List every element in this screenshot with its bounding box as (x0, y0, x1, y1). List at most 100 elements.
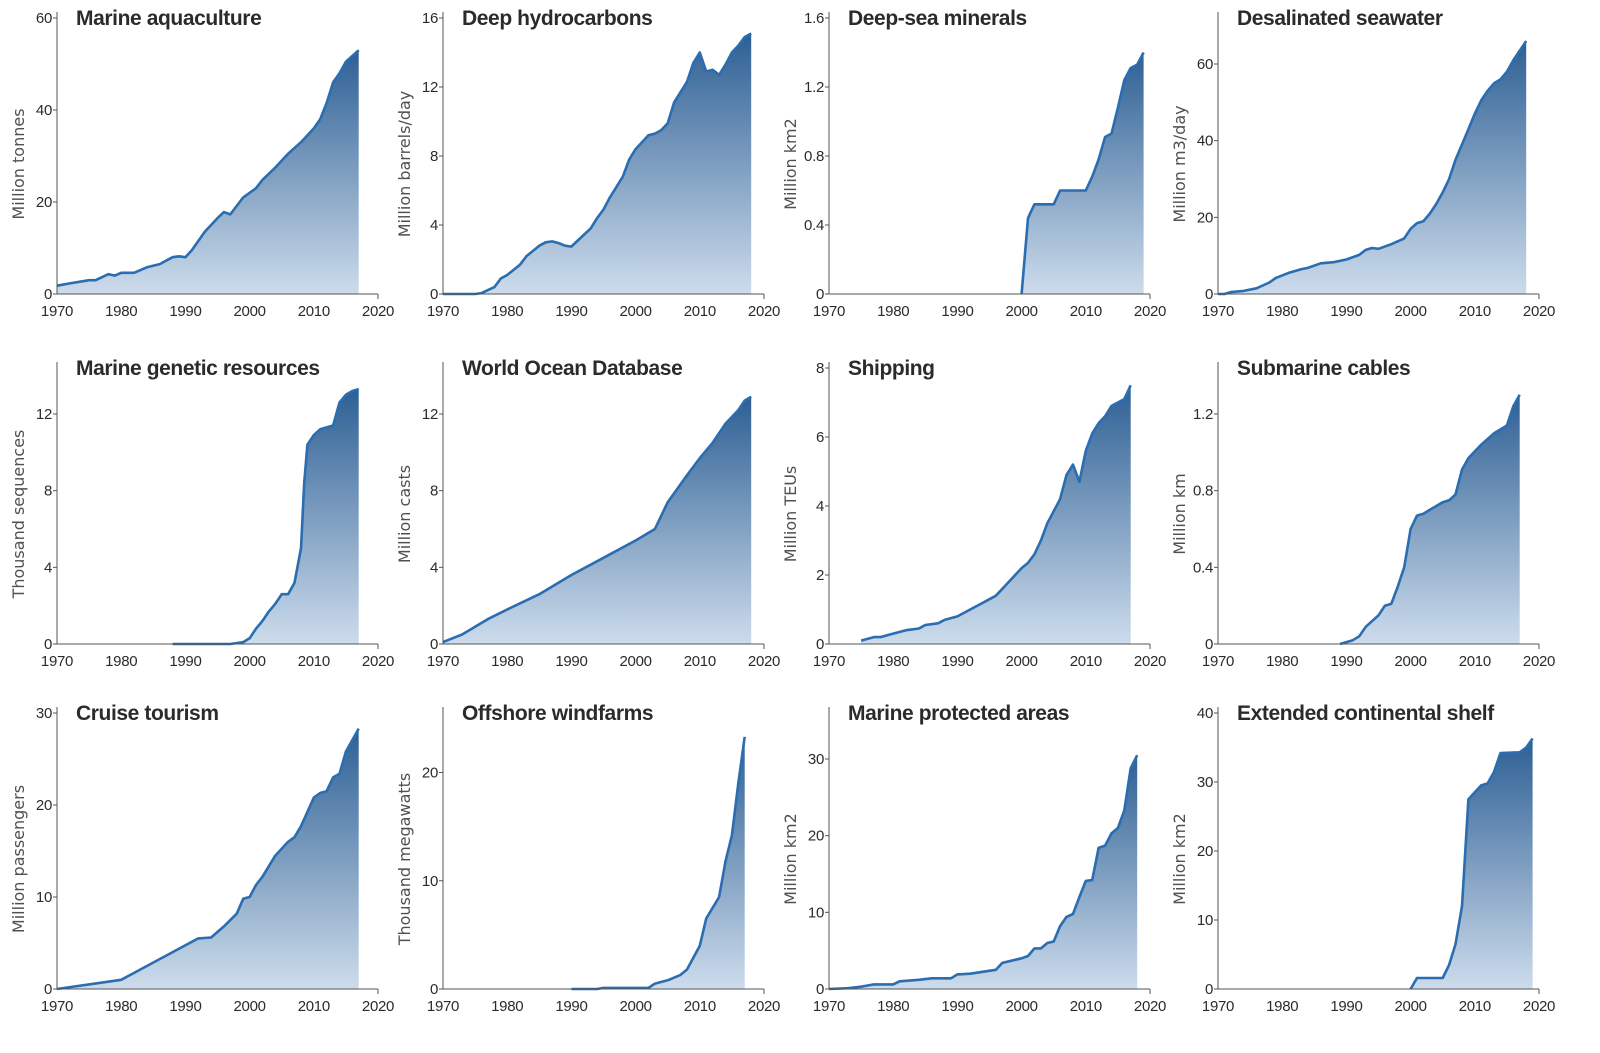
x-tick-label: 1970 (427, 303, 459, 320)
x-tick-label: 1990 (169, 653, 201, 670)
y-tick-label: 20 (808, 828, 824, 845)
y-tick-label: 0 (1205, 981, 1213, 998)
series-line (1218, 40, 1528, 296)
chart-title: Extended continental shelf (1237, 702, 1495, 725)
y-axis-label: Thousand sequences (9, 430, 28, 600)
y-tick-label: 4 (430, 217, 438, 234)
x-tick-label: 2000 (1006, 998, 1038, 1015)
area-fill (57, 728, 359, 989)
y-tick-label: 12 (422, 79, 438, 96)
x-tick-label: 1980 (877, 653, 909, 670)
series-line (828, 754, 1139, 991)
chart-title: Deep hydrocarbons (462, 7, 652, 30)
y-tick-label: 0 (430, 286, 438, 303)
chart-panel-marine-genetic-resources: 0 4 8 12 1970 1980 1990 2000 2010 2020 Marine gene… (0, 350, 394, 695)
x-tick-label: 2020 (748, 303, 780, 320)
x-tick-label: 1980 (1266, 303, 1298, 320)
chart-deep-sea-minerals: 0 0.4 0.8 1.2 1.6 1970 1980 1990 2000 2010 2020 Dee… (781, 7, 1166, 320)
area-fill (172, 389, 359, 644)
chart-cruise-tourism: 0 10 20 30 1970 1980 1990 2000 2010 2020 Cruise to… (9, 702, 394, 1015)
y-tick-label: 10 (422, 873, 438, 890)
x-tick-label: 1980 (491, 303, 523, 320)
x-tick-label: 1970 (41, 653, 73, 670)
x-tick-label: 1990 (1330, 303, 1362, 320)
area-fill (861, 385, 1131, 644)
y-axis-label: Million km (1170, 473, 1189, 554)
series-line (1339, 394, 1521, 646)
chart-shipping: 0 2 4 6 8 1970 1980 1990 2000 2010 2020 Shipping Mil… (781, 357, 1166, 670)
y-tick-label: 0.4 (804, 217, 824, 234)
y-tick-label: 12 (422, 406, 438, 423)
y-tick-label: 0 (44, 636, 52, 653)
x-tick-label: 1990 (555, 653, 587, 670)
chart-title: Cruise tourism (76, 702, 219, 725)
chart-title: Marine aquaculture (76, 7, 261, 30)
x-tick-label: 2020 (748, 998, 780, 1015)
chart-panel-deep-hydrocarbons: 0 4 8 12 16 1970 1980 1990 2000 2010 2020 Deep hydr… (386, 0, 780, 345)
y-axis-label: Million km2 (781, 813, 800, 905)
x-tick-label: 1990 (169, 998, 201, 1015)
chart-deep-hydrocarbons: 0 4 8 12 16 1970 1980 1990 2000 2010 2020 Deep hydr… (395, 7, 780, 320)
series-line (860, 384, 1132, 642)
y-tick-label: 0.8 (1193, 483, 1213, 500)
y-axis-label: Million tonnes (9, 108, 28, 219)
x-tick-label: 2010 (684, 303, 716, 320)
x-tick-label: 1990 (555, 303, 587, 320)
chart-extended-continental-shelf: 0 10 20 30 40 1970 1980 1990 2000 2010 2020 Extende… (1170, 702, 1555, 1015)
x-tick-label: 2020 (362, 998, 394, 1015)
x-tick-label: 1990 (941, 998, 973, 1015)
y-tick-label: 20 (36, 797, 52, 814)
y-tick-label: 4 (816, 498, 824, 515)
x-tick-label: 2000 (620, 998, 652, 1015)
chart-marine-genetic-resources: 0 4 8 12 1970 1980 1990 2000 2010 2020 Marine gene… (9, 357, 394, 670)
y-tick-label: 10 (808, 904, 824, 921)
y-axis-label: Million casts (395, 465, 414, 563)
series-line (1020, 51, 1145, 295)
y-axis-label: Million km2 (1170, 813, 1189, 905)
y-tick-label: 10 (1197, 912, 1213, 929)
series-line (443, 32, 752, 296)
y-axis-label: Million TEUs (781, 466, 800, 563)
x-tick-label: 1970 (1202, 998, 1234, 1015)
area-fill (1410, 738, 1533, 989)
y-tick-label: 40 (1197, 133, 1213, 150)
y-tick-label: 0 (816, 981, 824, 998)
y-tick-label: 0 (44, 981, 52, 998)
chart-panel-submarine-cables: 0 0.4 0.8 1.2 1970 1980 1990 2000 2010 2020 Submar… (1161, 350, 1555, 695)
x-tick-label: 1970 (1202, 303, 1234, 320)
x-tick-label: 2020 (748, 653, 780, 670)
x-tick-label: 2010 (298, 998, 330, 1015)
x-tick-label: 1980 (1266, 653, 1298, 670)
y-tick-label: 30 (36, 705, 52, 722)
x-tick-label: 2020 (1134, 653, 1166, 670)
chart-marine-aquaculture: 0 20 40 60 1970 1980 1990 2000 2010 2020 Marine aq… (9, 7, 394, 320)
chart-panel-desalinated-seawater: 0 20 40 60 1970 1980 1990 2000 2010 2020 Desalinat… (1161, 0, 1555, 345)
x-tick-label: 1970 (813, 303, 845, 320)
y-tick-label: 0 (430, 636, 438, 653)
x-tick-label: 2000 (620, 653, 652, 670)
x-tick-label: 1980 (105, 653, 137, 670)
x-tick-label: 2000 (234, 653, 266, 670)
x-tick-label: 2020 (362, 653, 394, 670)
area-fill (443, 33, 752, 294)
y-tick-label: 20 (1197, 209, 1213, 226)
chart-title: Shipping (848, 357, 935, 380)
y-tick-label: 0 (1205, 636, 1213, 653)
x-tick-label: 2000 (1395, 653, 1427, 670)
chart-panel-offshore-windfarms: 0 10 20 1970 1980 1990 2000 2010 2020 Offshore wi… (386, 695, 780, 1040)
y-tick-label: 1.6 (804, 10, 824, 27)
y-tick-label: 10 (36, 889, 52, 906)
x-tick-label: 2010 (684, 653, 716, 670)
x-tick-label: 1970 (813, 998, 845, 1015)
chart-title: Offshore windfarms (462, 702, 653, 725)
area-fill (443, 396, 752, 644)
x-tick-label: 2010 (1459, 653, 1491, 670)
series-line (1409, 737, 1534, 990)
y-tick-label: 12 (36, 406, 52, 423)
y-tick-label: 4 (430, 559, 438, 576)
x-tick-label: 1980 (491, 998, 523, 1015)
y-tick-label: 0 (816, 636, 824, 653)
chart-title: Deep-sea minerals (848, 7, 1027, 30)
x-tick-label: 2010 (1070, 998, 1102, 1015)
